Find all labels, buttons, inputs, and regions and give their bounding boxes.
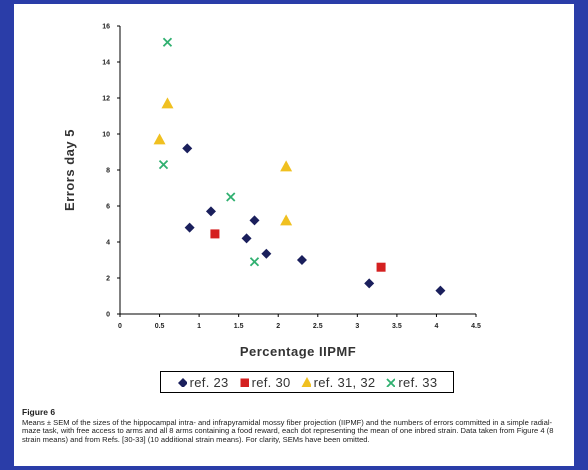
x-tick-label: 4: [434, 323, 438, 330]
legend-item-ref-30: ref. 30: [239, 375, 291, 390]
x-tick-label: 3: [355, 323, 359, 330]
data-point-ref-23: [364, 278, 375, 289]
data-point-ref-30: [210, 229, 220, 239]
data-point-ref-23: [261, 248, 272, 259]
chart-ticks: 0 0.5 1 1.5 2 2.5 3 3.5 4 4.5 0 2 4 6 8 10 12 14 16: [102, 24, 481, 331]
x-tick-label: 0.5: [155, 323, 165, 330]
cross-marker-icon: [386, 378, 396, 387]
x-tick-label: 1: [197, 323, 201, 330]
y-tick-label: 16: [102, 24, 110, 31]
x-tick-label: 0: [118, 323, 122, 330]
y-axis-label: Errors day 5: [62, 129, 77, 211]
x-axis-label: Percentage IIPMF: [240, 344, 356, 359]
x-tick-label: 3.5: [392, 323, 402, 330]
caption-text: Means ± SEM of the sizes of the hippocam…: [22, 417, 554, 444]
legend-item-ref-31-32: ref. 31, 32: [301, 375, 376, 390]
data-point-ref-30: [376, 262, 386, 272]
data-point-ref-33: [249, 257, 260, 267]
legend-marker-ref-30: [240, 378, 249, 387]
data-point-ref-23: [249, 215, 260, 226]
data-point-ref-33: [162, 37, 173, 47]
data-point-ref-23: [205, 206, 216, 217]
chart-legend: ref. 23 ref. 30 ref. 31, 32 ref. 33: [160, 371, 454, 393]
legend-label: ref. 30: [251, 374, 291, 390]
chart-points: [153, 37, 446, 296]
y-tick-label: 10: [102, 132, 110, 139]
x-tick-label: 1.5: [234, 323, 244, 330]
legend-marker-ref-31-32: [301, 377, 311, 387]
y-tick-label: 4: [106, 240, 110, 247]
y-tick-label: 8: [106, 168, 110, 175]
data-point-ref-23: [241, 233, 252, 244]
data-point-ref-31-32: [161, 97, 174, 109]
y-tick-label: 12: [102, 96, 110, 103]
figure-caption: Figure 6 Means ± SEM of the sizes of the…: [22, 408, 570, 444]
data-point-ref-31-32: [153, 133, 166, 145]
y-tick-label: 14: [102, 60, 110, 67]
x-tick-label: 2: [276, 323, 280, 330]
legend-item-ref-23: ref. 23: [177, 375, 229, 390]
legend-marker-ref-23: [177, 378, 187, 387]
data-point-ref-23: [296, 255, 307, 265]
data-point-ref-31-32: [280, 160, 293, 172]
y-tick-label: 6: [106, 204, 110, 211]
data-point-ref-33: [158, 159, 169, 170]
figure-panel: 0 0.5 1 1.5 2 2.5 3 3.5 4 4.5 0 2 4 6 8 10 12 14 16 Percen…: [14, 4, 574, 466]
square-marker-icon: [240, 378, 249, 387]
data-point-ref-23: [435, 285, 446, 296]
legend-marker-ref-33: [386, 378, 396, 387]
legend-label: ref. 33: [398, 374, 438, 390]
data-point-ref-33: [226, 192, 236, 202]
scatter-chart: 0 0.5 1 1.5 2 2.5 3 3.5 4 4.5 0 2 4 6 8 10 12 14 16 Percen…: [62, 24, 481, 360]
diamond-marker-icon: [177, 378, 187, 387]
data-point-ref-23: [182, 143, 193, 154]
legend-label: ref. 23: [189, 374, 229, 390]
legend-label: ref. 31, 32: [313, 374, 376, 390]
y-tick-label: 0: [106, 312, 110, 319]
data-point-ref-23: [184, 222, 195, 233]
legend-item-ref-33: ref. 33: [385, 375, 437, 390]
x-tick-label: 2.5: [313, 323, 323, 330]
chart-axes: [119, 26, 476, 315]
triangle-marker-icon: [301, 377, 311, 387]
data-point-ref-31-32: [280, 214, 293, 226]
caption-title: Figure 6: [22, 407, 56, 417]
x-tick-label: 4.5: [471, 323, 481, 330]
y-tick-label: 2: [106, 276, 110, 283]
